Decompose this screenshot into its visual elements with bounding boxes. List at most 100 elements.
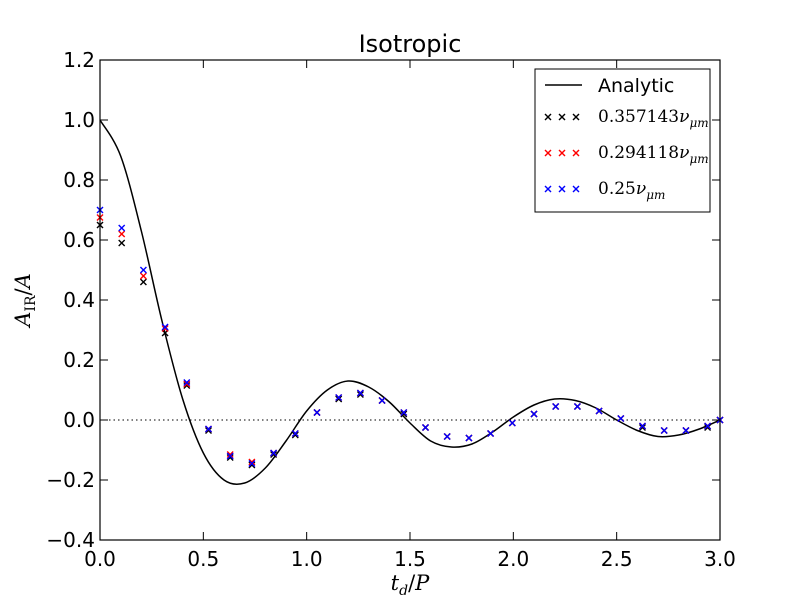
y-tick-label: 1.0 bbox=[63, 108, 95, 132]
data-point bbox=[226, 452, 234, 460]
marker-stroke bbox=[183, 382, 191, 389]
data-point bbox=[183, 379, 191, 386]
marker-stroke bbox=[465, 434, 473, 442]
marker-stroke bbox=[139, 272, 147, 280]
marker-stroke bbox=[118, 239, 126, 247]
data-point bbox=[617, 415, 625, 422]
data-point bbox=[378, 397, 386, 404]
legend-marker bbox=[572, 113, 580, 121]
legend-marker bbox=[558, 149, 566, 157]
x-tick-label: 0.5 bbox=[187, 547, 219, 571]
marker-stroke bbox=[226, 451, 234, 458]
marker-stroke bbox=[573, 403, 581, 410]
marker-stroke bbox=[378, 397, 386, 404]
data-point bbox=[704, 424, 712, 431]
marker-stroke bbox=[205, 425, 212, 433]
legend-marker bbox=[544, 149, 552, 157]
marker-stroke bbox=[248, 460, 256, 467]
data-point bbox=[291, 431, 299, 439]
y-tick-label: −0.4 bbox=[46, 528, 95, 552]
data-point bbox=[205, 425, 212, 433]
data-point bbox=[205, 427, 212, 434]
data-point bbox=[422, 424, 429, 431]
marker-stroke bbox=[118, 230, 126, 238]
marker-stroke bbox=[572, 185, 580, 193]
data-point bbox=[639, 422, 646, 430]
data-point bbox=[270, 449, 278, 457]
data-point bbox=[226, 454, 234, 461]
marker-stroke bbox=[270, 449, 278, 457]
data-point bbox=[487, 430, 495, 437]
marker-stroke bbox=[335, 395, 343, 403]
data-point bbox=[639, 424, 646, 431]
marker-stroke bbox=[248, 458, 256, 466]
legend-marker bbox=[572, 185, 580, 193]
marker-stroke bbox=[595, 407, 603, 415]
marker-stroke bbox=[558, 185, 566, 193]
marker-stroke bbox=[572, 113, 580, 121]
legend-series-3-label: 0.25νμm bbox=[598, 179, 665, 202]
data-point bbox=[400, 410, 408, 418]
marker-stroke bbox=[704, 422, 712, 430]
marker-stroke bbox=[530, 410, 538, 418]
data-point bbox=[118, 230, 126, 238]
data-point bbox=[682, 427, 690, 434]
chart-title: Isotropic bbox=[359, 30, 462, 58]
marker-stroke bbox=[313, 409, 321, 416]
y-tick-label: 0.4 bbox=[63, 288, 95, 312]
marker-stroke bbox=[443, 433, 451, 440]
data-point bbox=[139, 266, 147, 274]
data-point bbox=[139, 272, 147, 280]
y-tick-label: 0.2 bbox=[63, 348, 95, 372]
y-tick-label: −0.2 bbox=[46, 468, 95, 492]
x-tick-label: 3.0 bbox=[704, 547, 736, 571]
marker-stroke bbox=[335, 394, 343, 401]
x-tick-label: 1.5 bbox=[394, 547, 426, 571]
data-point bbox=[226, 451, 234, 458]
data-point bbox=[161, 323, 169, 331]
data-point bbox=[139, 278, 147, 286]
marker-stroke bbox=[660, 427, 668, 434]
y-tick-label: 0.6 bbox=[63, 228, 95, 252]
legend-marker bbox=[544, 113, 552, 121]
marker-stroke bbox=[639, 422, 646, 430]
marker-stroke bbox=[205, 427, 212, 434]
marker-stroke bbox=[400, 410, 408, 418]
data-point bbox=[508, 419, 516, 427]
marker-stroke bbox=[139, 278, 147, 286]
data-point bbox=[248, 461, 256, 469]
data-point bbox=[161, 325, 169, 332]
data-point bbox=[704, 422, 712, 430]
series-3-markers bbox=[96, 206, 724, 467]
legend-series-2-label: 0.294118νμm bbox=[598, 143, 709, 166]
data-point bbox=[443, 433, 451, 440]
marker-stroke bbox=[118, 224, 126, 232]
marker-stroke bbox=[639, 424, 646, 431]
data-point bbox=[356, 391, 364, 398]
legend-analytic-label: Analytic bbox=[598, 75, 674, 97]
marker-stroke bbox=[226, 454, 234, 461]
marker-stroke bbox=[558, 113, 566, 121]
data-point bbox=[313, 409, 321, 416]
marker-stroke bbox=[617, 415, 625, 422]
marker-stroke bbox=[704, 424, 712, 431]
data-point bbox=[183, 380, 191, 388]
marker-stroke bbox=[291, 431, 299, 439]
marker-stroke bbox=[572, 149, 580, 157]
x-tick-label: 0.0 bbox=[84, 547, 116, 571]
x-tick-label: 2.0 bbox=[497, 547, 529, 571]
legend-box bbox=[534, 68, 711, 213]
x-tick-label: 2.5 bbox=[601, 547, 633, 571]
analytic-line bbox=[99, 119, 721, 485]
axis-ticks: 0.0 0.5 1.0 1.5 2.0 2.5 3.0 −0.4 −0.2 0.0 0.2 0.4 0.… bbox=[46, 48, 735, 571]
legend-marker bbox=[558, 185, 566, 193]
y-tick-label: 0.0 bbox=[63, 408, 95, 432]
data-point bbox=[118, 239, 126, 247]
legend: Analytic 0.357143νμm 0.294118νμm 0.25νμm bbox=[534, 68, 711, 213]
marker-stroke bbox=[226, 452, 234, 460]
marker-stroke bbox=[487, 430, 495, 437]
marker-stroke bbox=[356, 389, 364, 397]
marker-stroke bbox=[544, 185, 552, 193]
marker-stroke bbox=[422, 424, 429, 431]
